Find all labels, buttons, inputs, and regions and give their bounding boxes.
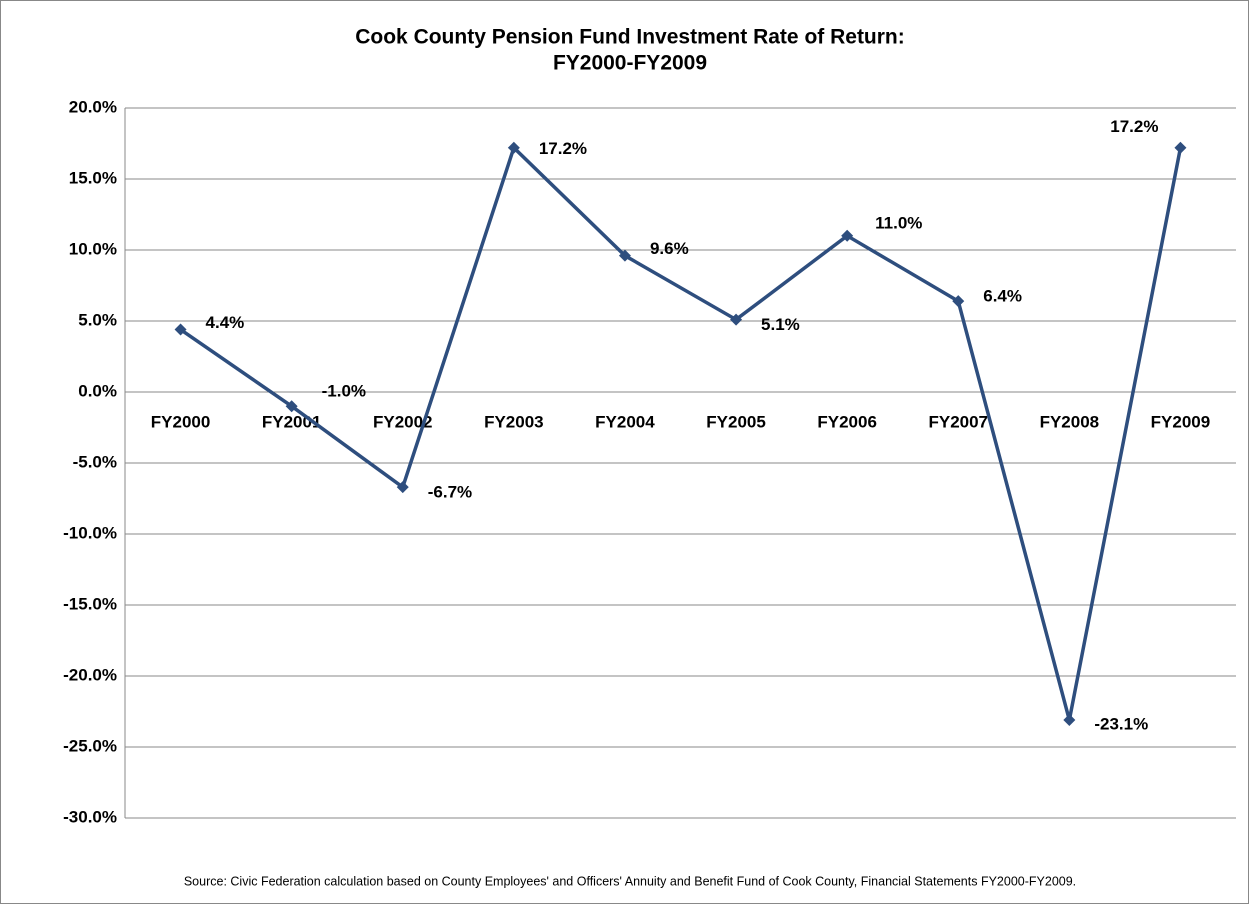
y-tick-label: -5.0% [73, 452, 117, 471]
x-tick-label: FY2009 [1151, 412, 1211, 431]
data-label: -1.0% [322, 382, 366, 401]
chart-title: FY2000-FY2009 [553, 52, 707, 75]
y-tick-label: 10.0% [69, 239, 117, 258]
y-tick-label: 5.0% [78, 310, 117, 329]
marker [618, 249, 631, 262]
y-tick-label: 0.0% [78, 381, 117, 400]
y-tick-label: 15.0% [69, 168, 117, 187]
y-tick-label: -30.0% [63, 807, 117, 826]
marker [1063, 714, 1076, 727]
marker [507, 141, 520, 154]
y-tick-label: -10.0% [63, 523, 117, 542]
data-label: 17.2% [539, 139, 587, 158]
marker [952, 295, 965, 308]
data-label: 11.0% [875, 213, 922, 232]
x-tick-label: FY2006 [817, 412, 877, 431]
marker [174, 323, 187, 336]
marker [396, 481, 409, 494]
data-line [179, 144, 1183, 721]
data-label: 6.4% [983, 287, 1022, 306]
chart-title: Cook County Pension Fund Investment Rate… [355, 26, 905, 49]
x-tick-label: FY2008 [1040, 412, 1100, 431]
x-tick-label: FY2005 [706, 412, 766, 431]
y-tick-label: -20.0% [63, 665, 117, 684]
x-tick-label: FY2007 [928, 412, 988, 431]
data-label: 17.2% [1110, 117, 1158, 136]
data-label: 9.6% [650, 239, 689, 258]
x-tick-label: FY2004 [595, 412, 655, 431]
data-label: -23.1% [1094, 715, 1148, 734]
y-tick-label: -25.0% [63, 736, 117, 755]
marker [730, 313, 743, 326]
x-tick-label: FY2003 [484, 412, 544, 431]
y-tick-label: 20.0% [69, 97, 117, 116]
marker [285, 400, 298, 413]
x-tick-label: FY2000 [151, 412, 211, 431]
x-tick-label: FY2002 [373, 412, 433, 431]
source-note: Source: Civic Federation calculation bas… [184, 874, 1076, 888]
y-tick-label: -15.0% [63, 594, 117, 613]
data-label: 4.4% [206, 313, 245, 332]
marker [1174, 141, 1187, 154]
marker [841, 229, 854, 242]
data-label: -6.7% [428, 483, 472, 502]
data-label: 5.1% [761, 315, 800, 334]
